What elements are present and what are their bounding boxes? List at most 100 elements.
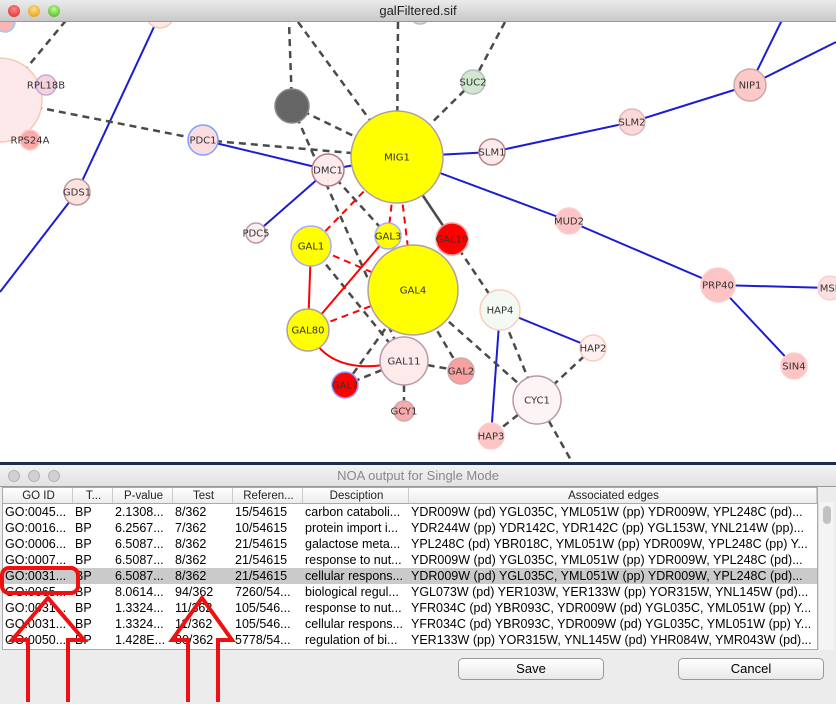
network-node[interactable]: [367, 244, 459, 336]
node-label: CYC1: [524, 396, 550, 407]
minimize-window-button[interactable]: [28, 470, 40, 482]
table-row[interactable]: GO:0007... BP 6.5087... 8/362 21/54615 respon…: [3, 552, 817, 568]
cell-go-id: GO:0065...: [5, 585, 67, 599]
network-node[interactable]: [393, 400, 415, 422]
cancel-button[interactable]: Cancel: [678, 658, 824, 680]
node-label: MUD2: [554, 217, 584, 228]
table-scrollbar[interactable]: [818, 502, 834, 650]
node-label: PRP40: [702, 281, 734, 292]
node-label: GDS1: [63, 188, 91, 199]
table-row[interactable]: GO:0006... BP 6.5087... 8/362 21/54615 galact…: [3, 536, 817, 552]
network-node[interactable]: [477, 422, 505, 450]
column-header-p-value[interactable]: P-value: [113, 488, 173, 503]
column-header-description[interactable]: Desciption: [303, 488, 409, 503]
column-header-test[interactable]: Test: [173, 488, 233, 503]
network-node[interactable]: [19, 129, 41, 151]
network-edge[interactable]: [0, 191, 78, 293]
table-row[interactable]: GO:0031... BP 1.3324... 11/362 105/546... res…: [3, 600, 817, 616]
column-header-associated-edges[interactable]: Associated edges: [409, 488, 817, 503]
network-edge[interactable]: [0, 98, 204, 142]
network-node[interactable]: [63, 178, 91, 206]
cell-reference: 105/546...: [235, 601, 291, 615]
network-node[interactable]: [379, 336, 429, 386]
cell-reference: 21/54615: [235, 569, 288, 583]
network-edge[interactable]: [717, 284, 795, 367]
network-node[interactable]: [817, 275, 836, 301]
network-node[interactable]: [311, 153, 345, 187]
network-node[interactable]: [780, 352, 808, 380]
network-edge[interactable]: [631, 84, 751, 123]
close-window-button[interactable]: [8, 5, 20, 17]
table-row[interactable]: GO:0031... BP 6.5087... 8/362 21/54615 cellul…: [3, 568, 817, 584]
network-edge[interactable]: [343, 289, 415, 386]
network-node[interactable]: [460, 69, 486, 95]
minimize-window-button[interactable]: [28, 5, 40, 17]
network-node[interactable]: [187, 124, 219, 156]
node-label: RPL18B: [27, 81, 65, 92]
node-label: DMC1: [313, 166, 343, 177]
network-node[interactable]: [733, 68, 767, 102]
node-label: RPS24A: [11, 136, 50, 147]
network-node[interactable]: [555, 207, 583, 235]
network-node[interactable]: [579, 334, 607, 362]
zoom-window-button[interactable]: [48, 5, 60, 17]
node-label: GCY1: [390, 407, 417, 418]
window-title: galFiltered.sif: [379, 3, 457, 18]
network-node[interactable]: [286, 308, 330, 352]
network-node[interactable]: [512, 375, 562, 425]
network-node[interactable]: [700, 267, 736, 303]
node-label: GAL2: [448, 367, 475, 378]
node-label: SIN4: [782, 362, 805, 373]
cell-go-id: GO:0006...: [5, 537, 67, 551]
network-edge[interactable]: [717, 284, 831, 289]
network-edge[interactable]: [491, 121, 633, 153]
network-edge[interactable]: [202, 139, 329, 171]
cell-description: response to nut...: [305, 601, 402, 615]
network-node[interactable]: [618, 108, 646, 136]
cell-description: galactose meta...: [305, 537, 401, 551]
column-header-go-id[interactable]: GO ID: [3, 488, 73, 503]
network-canvas[interactable]: RPL18B RPS24A PDC1 DMC1 MIG1 SUC2 SLM1 SLM2 NIP1…: [0, 22, 836, 462]
cell-test: 94/362: [175, 585, 214, 599]
network-edge[interactable]: [568, 220, 719, 286]
network-edge[interactable]: [76, 22, 160, 193]
close-window-button[interactable]: [8, 470, 20, 482]
column-header-type[interactable]: T...: [73, 488, 113, 503]
network-node[interactable]: [447, 357, 475, 385]
network-node[interactable]: [146, 22, 174, 29]
network-node[interactable]: [35, 74, 57, 96]
network-node[interactable]: [331, 371, 359, 399]
network-edge[interactable]: [490, 309, 501, 437]
network-node[interactable]: [290, 225, 332, 267]
cell-type: BP: [75, 537, 92, 551]
cell-associated-edges: YGL073W (pd) YER103W, YER133W (pp) YOR31…: [411, 585, 809, 599]
table-row[interactable]: GO:0065... BP 8.0614... 94/362 7260/54... bio…: [3, 584, 817, 600]
cell-reference: 105/546...: [235, 617, 291, 631]
cell-associated-edges: YFR034C (pd) YBR093C, YDR009W (pd) YGL03…: [411, 601, 812, 615]
table-row[interactable]: GO:0045... BP 2.1308... 8/362 15/54615 carbon…: [3, 504, 817, 520]
column-header-reference[interactable]: Referen...: [233, 488, 303, 503]
network-node[interactable]: [478, 138, 506, 166]
zoom-window-button[interactable]: [48, 470, 60, 482]
network-node[interactable]: [274, 88, 310, 124]
network-edge[interactable]: [296, 22, 399, 158]
scrollbar-thumb[interactable]: [823, 506, 831, 524]
cell-type: BP: [75, 617, 92, 631]
cell-go-id: GO:0031...: [5, 569, 67, 583]
cell-test: 80/362: [175, 633, 214, 647]
network-node[interactable]: [374, 222, 402, 250]
network-node[interactable]: [435, 222, 469, 256]
network-node[interactable]: [0, 57, 43, 143]
table-row[interactable]: GO:0016... BP 6.2567... 7/362 10/54615 protei…: [3, 520, 817, 536]
cell-type: BP: [75, 569, 92, 583]
network-edge[interactable]: [310, 156, 398, 247]
network-node[interactable]: [479, 289, 521, 331]
network-node[interactable]: [350, 110, 444, 204]
network-node[interactable]: [0, 22, 16, 33]
network-node[interactable]: [245, 222, 267, 244]
table-row[interactable]: GO:0031... BP 1.3324... 11/362 105/546... cel…: [3, 616, 817, 632]
table-row[interactable]: GO:0050... BP 1.428E... 80/362 5778/54... reg…: [3, 632, 817, 648]
network-node[interactable]: [410, 22, 430, 25]
save-button[interactable]: Save: [458, 658, 604, 680]
cell-test: 8/362: [175, 553, 207, 567]
